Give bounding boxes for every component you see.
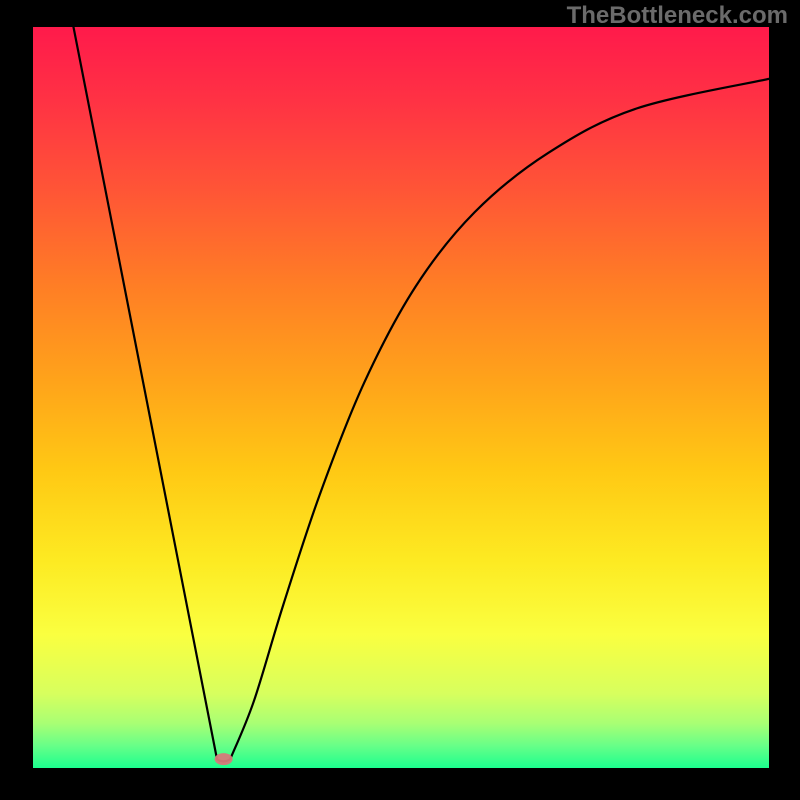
curve-layer [33,27,769,768]
optimum-marker [215,753,233,765]
chart-container: TheBottleneck.com [0,0,800,800]
bottleneck-curve [73,27,769,761]
plot-area [33,27,769,768]
watermark-text: TheBottleneck.com [567,2,788,30]
